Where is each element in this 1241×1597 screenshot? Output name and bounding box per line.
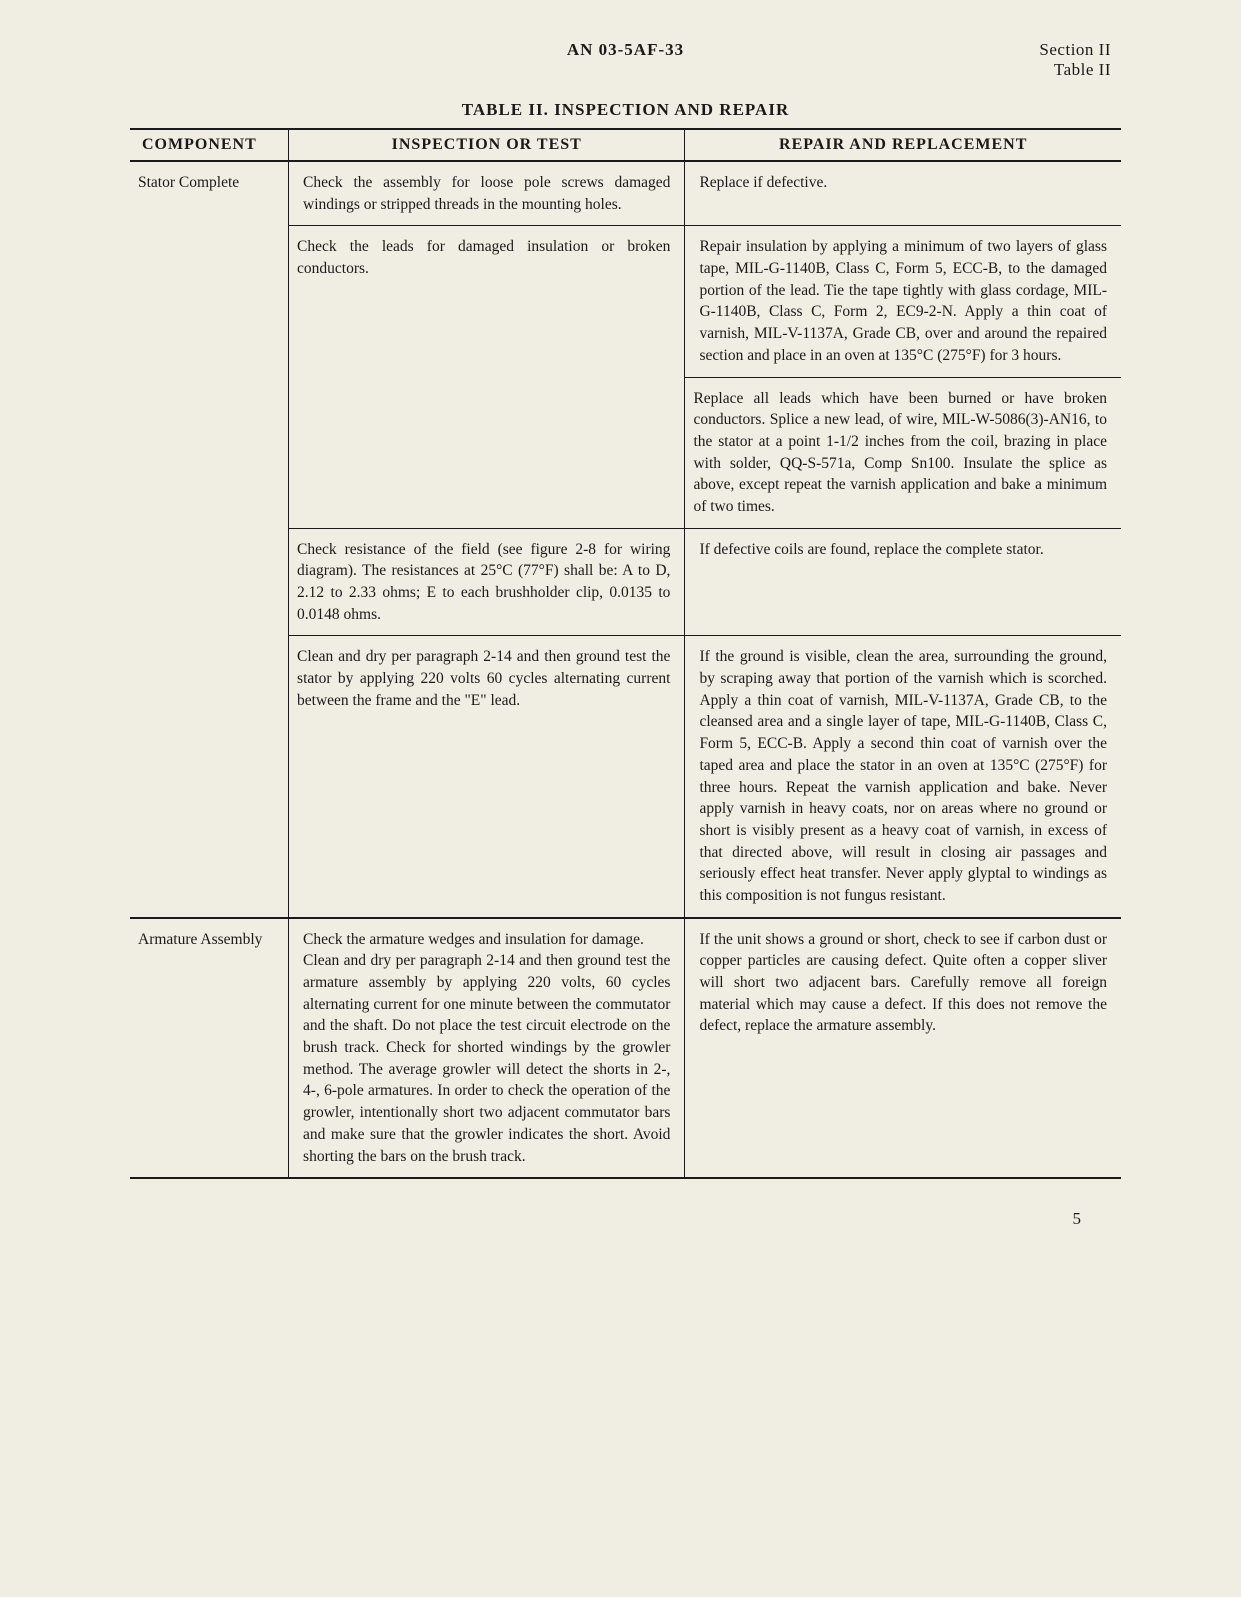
doc-number: AN 03-5AF-33 [280,40,971,60]
inspection-cell: Clean and dry per paragraph 2-14 and the… [289,636,685,918]
page-header: AN 03-5AF-33 Section II Table II [130,40,1121,80]
table-row: Armature Assembly Check the armature wed… [130,918,1121,1179]
table-ref-label: Table II [971,60,1111,80]
page-number: 5 [130,1209,1081,1229]
table-title: TABLE II. INSPECTION AND REPAIR [130,100,1121,120]
repair-cell: Replace if defective. [685,161,1121,226]
inspection-cell: Check resistance of the field (see figur… [289,528,685,636]
repair-cell: If defective coils are found, replace th… [685,528,1121,636]
repair-cell: Repair insulation by applying a minimum … [685,226,1121,377]
inspection-cell: Check the leads for damaged insulation o… [289,226,685,528]
repair-cell: If the ground is visible, clean the area… [685,636,1121,918]
section-label: Section II [971,40,1111,60]
col-repair: REPAIR AND REPLACEMENT [685,129,1121,161]
repair-cell: Replace all leads which have been burned… [685,377,1121,528]
table-row: Stator Complete Check the assembly for l… [130,161,1121,226]
repair-cell: If the unit shows a ground or short, che… [685,918,1121,1179]
col-inspection: INSPECTION OR TEST [289,129,685,161]
inspection-repair-table: COMPONENT INSPECTION OR TEST REPAIR AND … [130,128,1121,1179]
table-header-row: COMPONENT INSPECTION OR TEST REPAIR AND … [130,129,1121,161]
inspection-cell: Check the armature wedges and insulation… [289,918,685,1179]
inspection-cell: Check the assembly for loose pole screws… [289,161,685,226]
component-cell: Stator Complete [130,161,289,918]
col-component: COMPONENT [130,129,289,161]
component-cell: Armature Assembly [130,918,289,1179]
